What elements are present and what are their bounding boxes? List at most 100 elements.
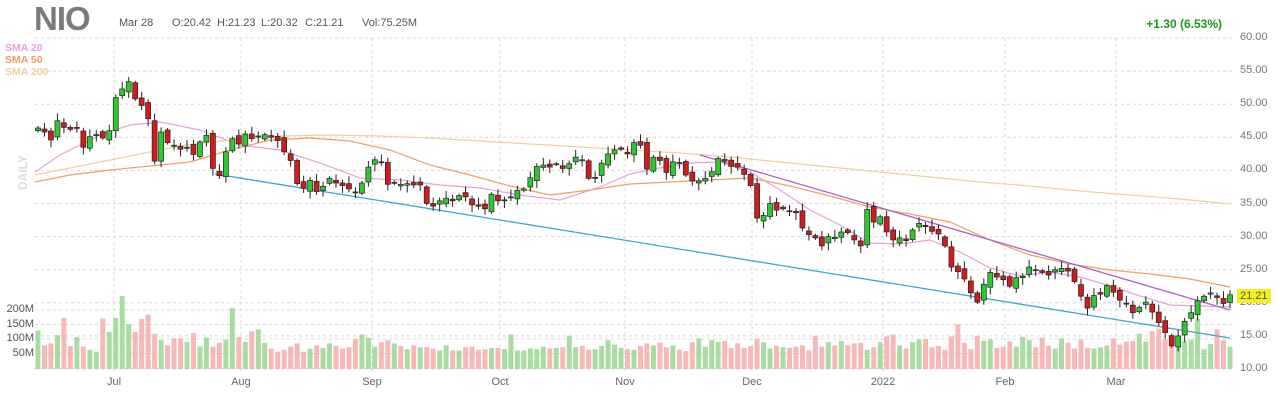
volume-bar [307, 348, 313, 369]
candle [48, 130, 54, 141]
volume-bar [424, 347, 430, 369]
volume-bar [547, 348, 553, 369]
candle [1117, 289, 1123, 301]
volume-bar [359, 334, 365, 369]
candle [443, 197, 449, 205]
volume-bar [229, 308, 235, 369]
volume-bar [618, 347, 624, 369]
volume-bar [113, 317, 119, 369]
candle [566, 163, 573, 169]
volume-bar [1039, 337, 1045, 369]
volume-bar [650, 345, 656, 369]
volume-bar [1104, 345, 1110, 369]
volume-bar [132, 331, 138, 369]
candle [216, 171, 223, 177]
volume-bar [1175, 342, 1181, 369]
legend-sma20[interactable]: SMA 20 [5, 42, 43, 54]
volume-bar [262, 342, 268, 369]
volume-bar [599, 345, 605, 369]
volume-bar [683, 351, 689, 369]
date-tick: Oct [491, 376, 509, 388]
volume-bar [890, 334, 896, 369]
candle [80, 130, 87, 148]
volume-bar [74, 337, 80, 369]
candle [462, 192, 469, 198]
volume-bar [391, 343, 397, 369]
volume-bar [1162, 338, 1168, 369]
candle [993, 272, 1000, 278]
candle [242, 133, 249, 147]
candle [229, 138, 236, 152]
candle [391, 181, 398, 184]
volume-bar [35, 330, 41, 369]
candle [916, 223, 922, 228]
volume-bar [236, 337, 242, 369]
candle [1019, 275, 1026, 278]
candle [501, 199, 508, 202]
candle [397, 183, 404, 187]
price-tick: 35.00 [1240, 196, 1268, 209]
volume-bar [106, 331, 112, 369]
price-tick: 45.00 [1240, 130, 1268, 143]
high-value: H:21.23 [217, 17, 256, 29]
candle [287, 153, 294, 161]
candle [708, 171, 715, 177]
volume-bar [404, 349, 410, 369]
volume-bar [670, 345, 676, 369]
candle [436, 200, 443, 205]
legend-sma200[interactable]: SMA 200 [5, 66, 49, 78]
candle [1039, 270, 1045, 273]
candle [851, 235, 858, 241]
volume-bar [197, 346, 203, 369]
candle [540, 164, 547, 168]
candle [74, 127, 80, 129]
candle [657, 156, 663, 161]
candle [877, 216, 884, 225]
volume-bar [165, 345, 171, 369]
volume-bar [676, 349, 682, 369]
volume-tick: 100M [6, 332, 34, 344]
candle [1084, 296, 1091, 309]
volume-bar [728, 347, 734, 369]
volume-bar [948, 336, 954, 369]
candle [164, 129, 171, 143]
candle [786, 210, 793, 213]
volume-bar [825, 342, 831, 369]
candle [1058, 268, 1065, 273]
price-tick: 50.00 [1240, 97, 1268, 110]
volume-bar [1065, 342, 1071, 369]
trendline-lower[interactable] [214, 173, 1231, 339]
volume-bar [897, 345, 903, 369]
ticker-symbol: NIO [34, 0, 91, 37]
candle [521, 188, 527, 191]
volume-bar [495, 347, 501, 369]
volume-bar [61, 317, 67, 369]
volume-bar [1110, 338, 1116, 369]
candle [145, 102, 151, 120]
candle [430, 203, 437, 207]
candle [138, 97, 145, 106]
candle [611, 149, 618, 155]
volume-bar [80, 346, 86, 369]
volume-bar [838, 340, 844, 369]
candle [1104, 285, 1110, 297]
volume-bar [365, 337, 371, 369]
candle [637, 141, 644, 146]
legend-sma50[interactable]: SMA 50 [5, 54, 43, 66]
candle [119, 88, 126, 96]
candle [689, 171, 696, 182]
volume-bar [566, 335, 572, 369]
candle [333, 179, 339, 184]
candle [35, 127, 41, 132]
trendline-upper[interactable] [699, 154, 1231, 311]
volume-bar [955, 324, 961, 369]
candle [1227, 294, 1233, 303]
open-value: O:20.42 [172, 17, 212, 29]
candle [987, 271, 994, 288]
candle [1052, 269, 1058, 273]
volume-bar [333, 345, 339, 369]
candle [1175, 335, 1182, 348]
volume-bar [190, 333, 196, 369]
